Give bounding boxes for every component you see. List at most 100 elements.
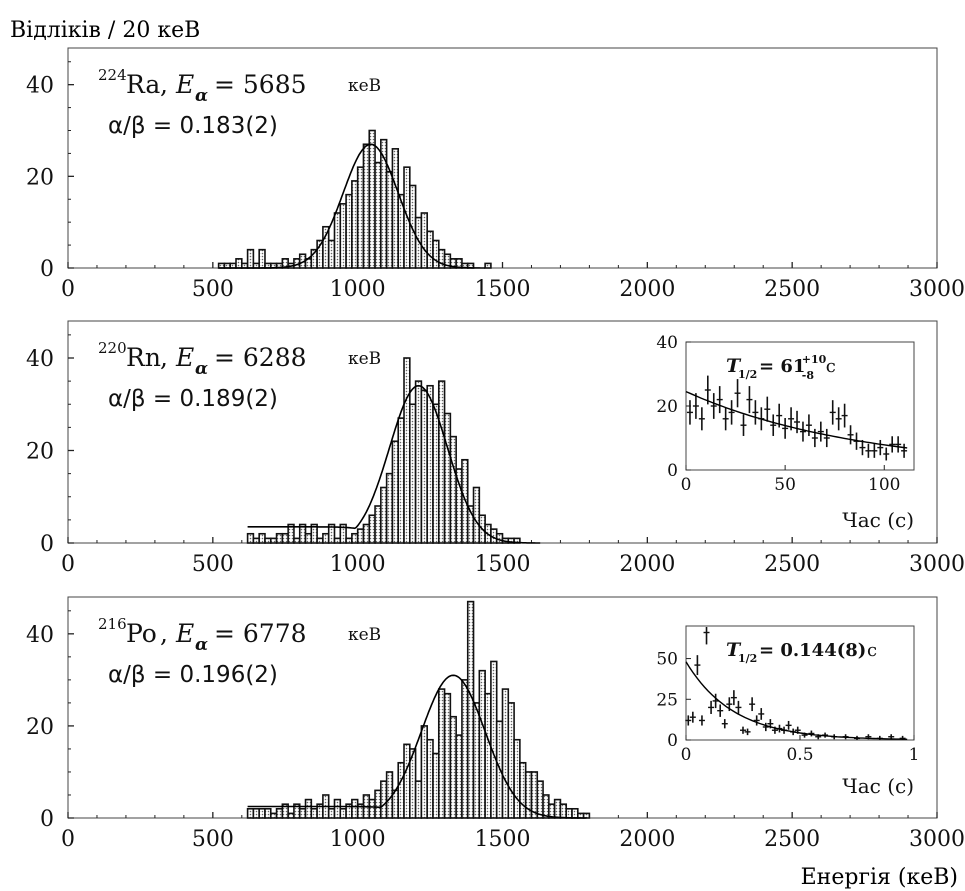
histogram-bar <box>432 403 440 544</box>
histogram-bar <box>455 734 463 819</box>
histogram-bar <box>513 738 521 819</box>
x-tick-label: 3000 <box>909 552 965 577</box>
energy-units: кеВ <box>348 349 381 369</box>
histogram-bar <box>391 148 400 269</box>
histogram-bar <box>484 692 492 819</box>
inset-y-tick-label: 25 <box>656 690 678 710</box>
histogram-bar <box>351 180 359 269</box>
histogram-bar <box>327 523 336 544</box>
y-tick-label: 20 <box>26 165 54 190</box>
histogram-bar <box>304 532 313 544</box>
inset-x-tick-label: 0 <box>681 745 692 765</box>
plot-frame <box>67 47 938 269</box>
histogram-bar <box>264 537 272 544</box>
y-tick-label: 40 <box>26 74 54 99</box>
y-tick-label: 40 <box>26 347 54 372</box>
x-tick-label: 1500 <box>475 277 531 302</box>
isotope-mass-number: 224 <box>98 66 127 84</box>
alpha-beta-ratio: α/β = 0.183(2) <box>108 113 278 139</box>
x-tick-label: 3000 <box>909 277 965 302</box>
histogram-bar <box>582 812 591 819</box>
histogram-bar <box>426 230 434 269</box>
histogram-bar <box>559 803 568 819</box>
energy-units: кеВ <box>348 625 381 645</box>
x-tick-label: 2000 <box>619 277 675 302</box>
histogram-bar <box>409 403 417 544</box>
energy-value: = 5685 <box>214 70 307 99</box>
histogram-bar <box>432 752 440 819</box>
histogram-bar <box>437 688 446 819</box>
histogram-bar <box>327 239 336 269</box>
histogram-bar <box>403 743 411 819</box>
alpha-beta-ratio: α/β = 0.189(2) <box>108 386 278 412</box>
energy-symbol: E <box>175 619 194 648</box>
histogram-bar <box>362 523 371 544</box>
histogram-bar <box>333 798 342 819</box>
histogram-bar <box>542 794 550 819</box>
histogram-bar <box>356 166 365 269</box>
alpha-beta-ratio: α/β = 0.196(2) <box>108 662 278 688</box>
histogram-bar <box>420 725 428 819</box>
histogram-bar <box>478 669 486 819</box>
x-axis-title: Енергія (кеВ) <box>801 865 958 890</box>
isotope-symbol: Rn <box>126 343 161 372</box>
half-life-value: = 61 <box>759 356 805 377</box>
isotope-symbol: Po <box>126 619 157 648</box>
histogram-bar <box>246 532 255 544</box>
fit-curve <box>218 143 486 269</box>
x-tick-label: 2500 <box>764 827 820 852</box>
histogram-bar <box>333 537 342 544</box>
alpha-beta-value: 0.196(2) <box>179 662 277 688</box>
histogram-bar <box>553 798 562 819</box>
inset-y-tick-label: 0 <box>667 461 678 481</box>
histogram-bar <box>322 532 330 544</box>
x-tick-label: 3000 <box>909 827 965 852</box>
x-tick-label: 1000 <box>330 277 386 302</box>
histogram-bar <box>258 248 266 269</box>
histogram-bar <box>264 807 272 819</box>
histogram-bar <box>437 248 446 269</box>
histogram-bar <box>281 803 289 819</box>
inset-x-tick-label: 0.5 <box>786 745 813 765</box>
y-tick-label: 0 <box>40 257 54 282</box>
histogram-bar <box>385 170 394 269</box>
energy-units: кеВ <box>348 76 381 96</box>
x-tick-label: 500 <box>192 827 234 852</box>
histogram-bar <box>420 389 428 544</box>
alpha-beta-value: 0.183(2) <box>179 113 277 139</box>
alpha-beta-prefix: α/β = <box>108 113 179 139</box>
half-life-subscript: 1/2 <box>738 652 757 665</box>
histogram-bar <box>368 798 376 819</box>
label-comma: , <box>160 619 168 648</box>
label-comma: , <box>160 70 168 99</box>
histogram-bar <box>380 486 388 544</box>
histogram-bar <box>368 514 376 544</box>
fit-curve <box>247 674 587 819</box>
histogram-bar <box>333 212 342 269</box>
histogram-bar <box>397 417 405 544</box>
histogram-bar <box>339 203 347 269</box>
half-life-value: = 0.144(8) <box>759 640 866 661</box>
x-tick-label: 500 <box>192 277 234 302</box>
inset-x-tick-label: 0 <box>681 475 692 495</box>
y-axis-title: Відліків / 20 кеВ <box>10 18 200 43</box>
half-life-inset: 0 0.5 1 0 25 50 T1/2 = 0.144(8) с Час (с) <box>656 625 919 798</box>
histogram-bar <box>246 248 255 269</box>
y-tick-label: 0 <box>40 532 54 557</box>
x-tick-label: 1000 <box>330 827 386 852</box>
y-tick-label: 20 <box>26 715 54 740</box>
y-tick-label: 40 <box>26 623 54 648</box>
energy-subscript: α <box>195 635 208 655</box>
x-tick-label: 1000 <box>330 552 386 577</box>
inset-y-tick-label: 40 <box>656 333 678 353</box>
x-tick-label: 0 <box>61 277 75 302</box>
half-life-symbol: T <box>726 639 742 661</box>
fit-curve <box>247 384 541 544</box>
histogram-bar <box>356 528 365 544</box>
isotope-mass-number: 220 <box>98 339 127 357</box>
histogram-bar <box>414 380 423 544</box>
